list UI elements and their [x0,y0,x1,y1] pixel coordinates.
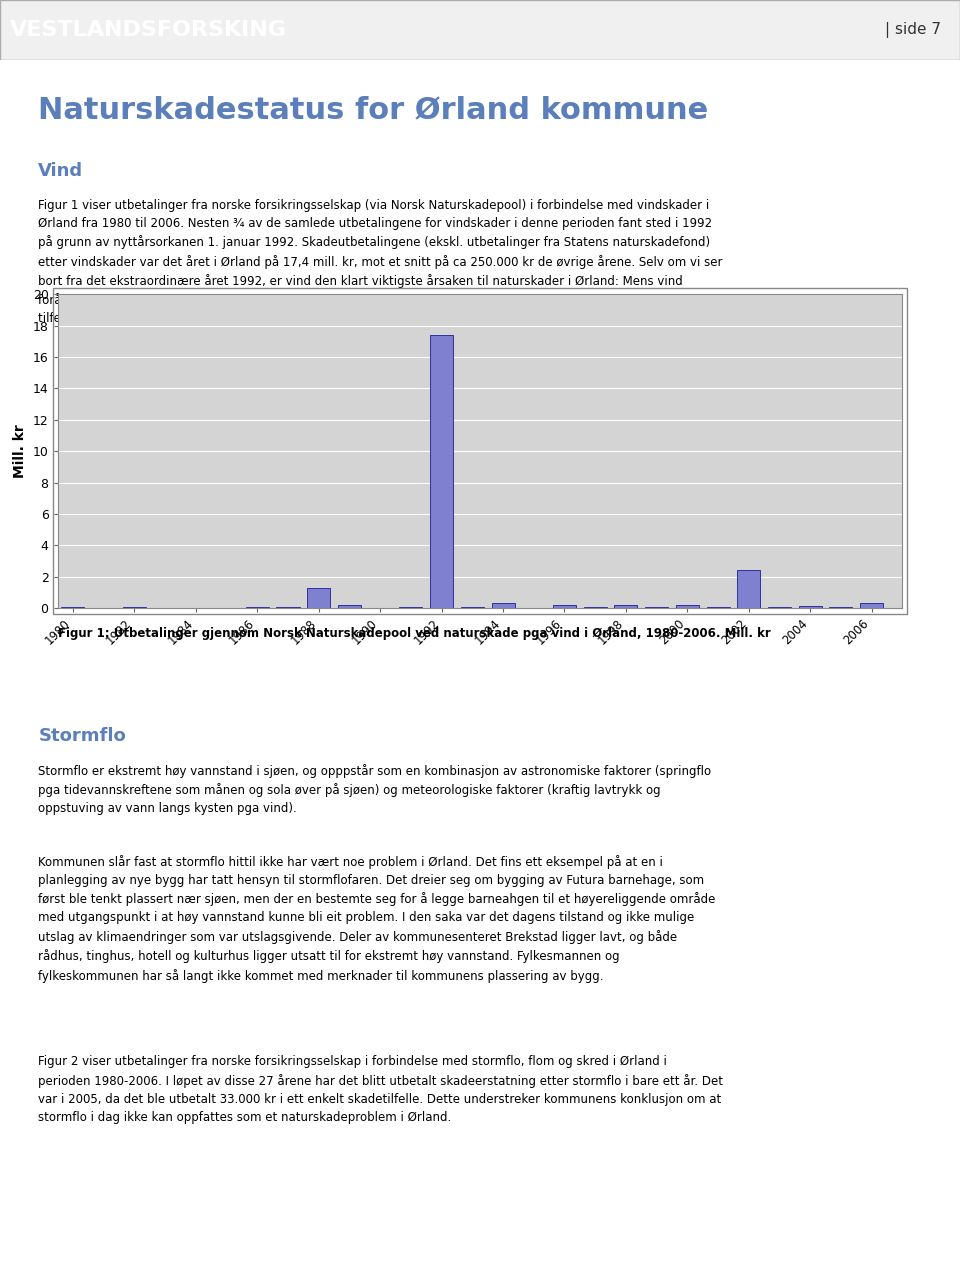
Bar [614,605,637,608]
Text: Naturskadestatus for Ørland kommune: Naturskadestatus for Ørland kommune [38,96,708,124]
Text: Vind: Vind [38,163,84,180]
Text: Stormflo er ekstremt høy vannstand i sjøen, og opppstår som en kombinasjon av as: Stormflo er ekstremt høy vannstand i sjø… [38,764,711,815]
Y-axis label: Mill. kr: Mill. kr [13,425,27,477]
Bar [430,335,453,608]
FancyBboxPatch shape [0,0,960,60]
Bar [553,605,576,608]
Bar [676,604,699,608]
Text: Figur 1: Utbetalinger gjennom Norsk Naturskadepool ved naturskade pga vind i Ørl: Figur 1: Utbetalinger gjennom Norsk Natu… [58,627,770,640]
Bar [307,588,330,608]
Bar [492,603,515,608]
Text: Figur 2 viser utbetalinger fra norske forsikringsselskap i forbindelse med storm: Figur 2 viser utbetalinger fra norske fo… [38,1055,724,1124]
Bar [799,607,822,608]
Text: Kommunen slår fast at stormflo hittil ikke har vært noe problem i Ørland. Det fi: Kommunen slår fast at stormflo hittil ik… [38,855,716,983]
Bar [737,571,760,608]
Bar [860,603,883,608]
Text: Figur 1 viser utbetalinger fra norske forsikringsselskap (via Norsk Naturskadepo: Figur 1 viser utbetalinger fra norske fo… [38,198,723,325]
Text: VESTLANDSFORSKING: VESTLANDSFORSKING [10,20,287,40]
Text: Stormflo: Stormflo [38,727,126,745]
Bar [338,605,361,608]
Text: | side 7: | side 7 [885,22,941,38]
